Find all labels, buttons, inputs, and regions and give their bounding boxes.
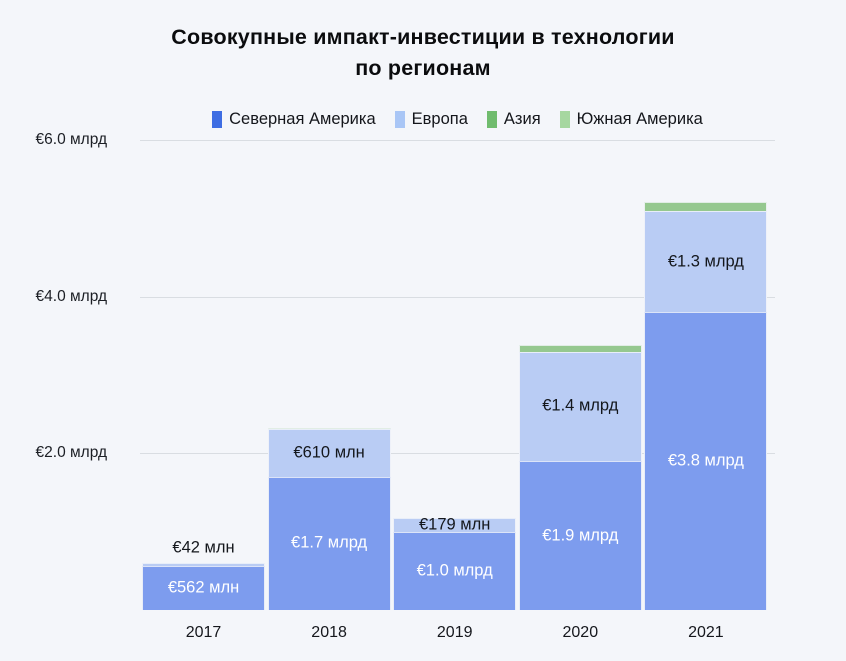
chart-title-line-2: по регионам: [355, 56, 491, 80]
bar-segment-europe-2021[interactable]: [644, 210, 768, 313]
bar-value-label-europe-2017: €42 млн: [172, 538, 235, 557]
bar-value-label-europe-2021: €1.3 млрд: [667, 252, 744, 271]
legend-swatch-europe: [394, 110, 405, 128]
bar-value-label-north-america-2020: €1.9 млрд: [542, 526, 619, 545]
bar-segment-asia-2021[interactable]: [644, 202, 768, 211]
chart-title: Совокупные импакт-инвестиции в технологи…: [0, 22, 846, 84]
bar-segment-north-america-2021[interactable]: [644, 312, 768, 610]
bar-value-label-europe-2020: €1.4 млрд: [542, 396, 619, 415]
gridline-4: [140, 296, 775, 298]
bar-segment-europe-2019[interactable]: [393, 517, 517, 532]
bar-segment-north-america-2019[interactable]: [393, 531, 517, 610]
legend-label: Северная Америка: [229, 109, 376, 128]
x-tick-label-2017: 2017: [185, 624, 222, 641]
bar-value-label-north-america-2018: €1.7 млрд: [291, 533, 368, 552]
bar-segment-asia-2020[interactable]: [518, 345, 642, 352]
bar-value-label-europe-2019: €179 млн: [419, 515, 491, 534]
bar-segment-north-america-2020[interactable]: [518, 461, 642, 610]
x-tick-label-2019: 2019: [436, 624, 473, 641]
legend: Северная Америка Европа Азия Южная Америка: [140, 107, 775, 131]
legend-item-south-america[interactable]: Южная Америка: [559, 109, 703, 129]
legend-item-europe[interactable]: Европа: [394, 109, 468, 129]
y-tick-label-2: €2.0 млрд: [35, 444, 107, 462]
legend-swatch-asia: [486, 110, 497, 128]
bar-segment-asia-2018[interactable]: [267, 427, 391, 430]
legend-swatch-south-america: [559, 110, 570, 128]
x-tick-label-2021: 2021: [688, 624, 724, 641]
x-tick-label-2020: 2020: [562, 624, 599, 641]
legend-item-asia[interactable]: Азия: [486, 109, 541, 129]
chart-title-line-1: Совокупные импакт-инвестиции в технологи…: [171, 25, 675, 49]
bar-segment-europe-2020[interactable]: [518, 351, 642, 462]
bar-value-label-north-america-2021: €3.8 млрд: [667, 451, 744, 470]
y-tick-label-6: €6.0 млрд: [35, 131, 107, 149]
legend-swatch-north-america: [212, 110, 223, 128]
gridline-2: [140, 453, 775, 455]
bar-value-label-north-america-2019: €1.0 млрд: [416, 561, 493, 580]
legend-label: Европа: [411, 109, 468, 128]
bar-segment-europe-2017[interactable]: [142, 562, 265, 566]
bar-value-label-north-america-2017: €562 млн: [167, 578, 240, 597]
legend-item-north-america[interactable]: Северная Америка: [212, 110, 376, 129]
bar-segment-north-america-2018[interactable]: [267, 476, 391, 610]
y-tick-label-4: €4.0 млрд: [35, 287, 107, 305]
bar-segment-north-america-2017[interactable]: [142, 565, 265, 610]
legend-label: Азия: [503, 109, 541, 128]
legend-label: Южная Америка: [576, 109, 703, 128]
x-tick-label-2018: 2018: [311, 624, 347, 641]
bar-segment-europe-2018[interactable]: [267, 429, 391, 477]
bar-value-label-europe-2018: €610 млн: [293, 443, 365, 462]
gridline-6: [140, 140, 775, 142]
